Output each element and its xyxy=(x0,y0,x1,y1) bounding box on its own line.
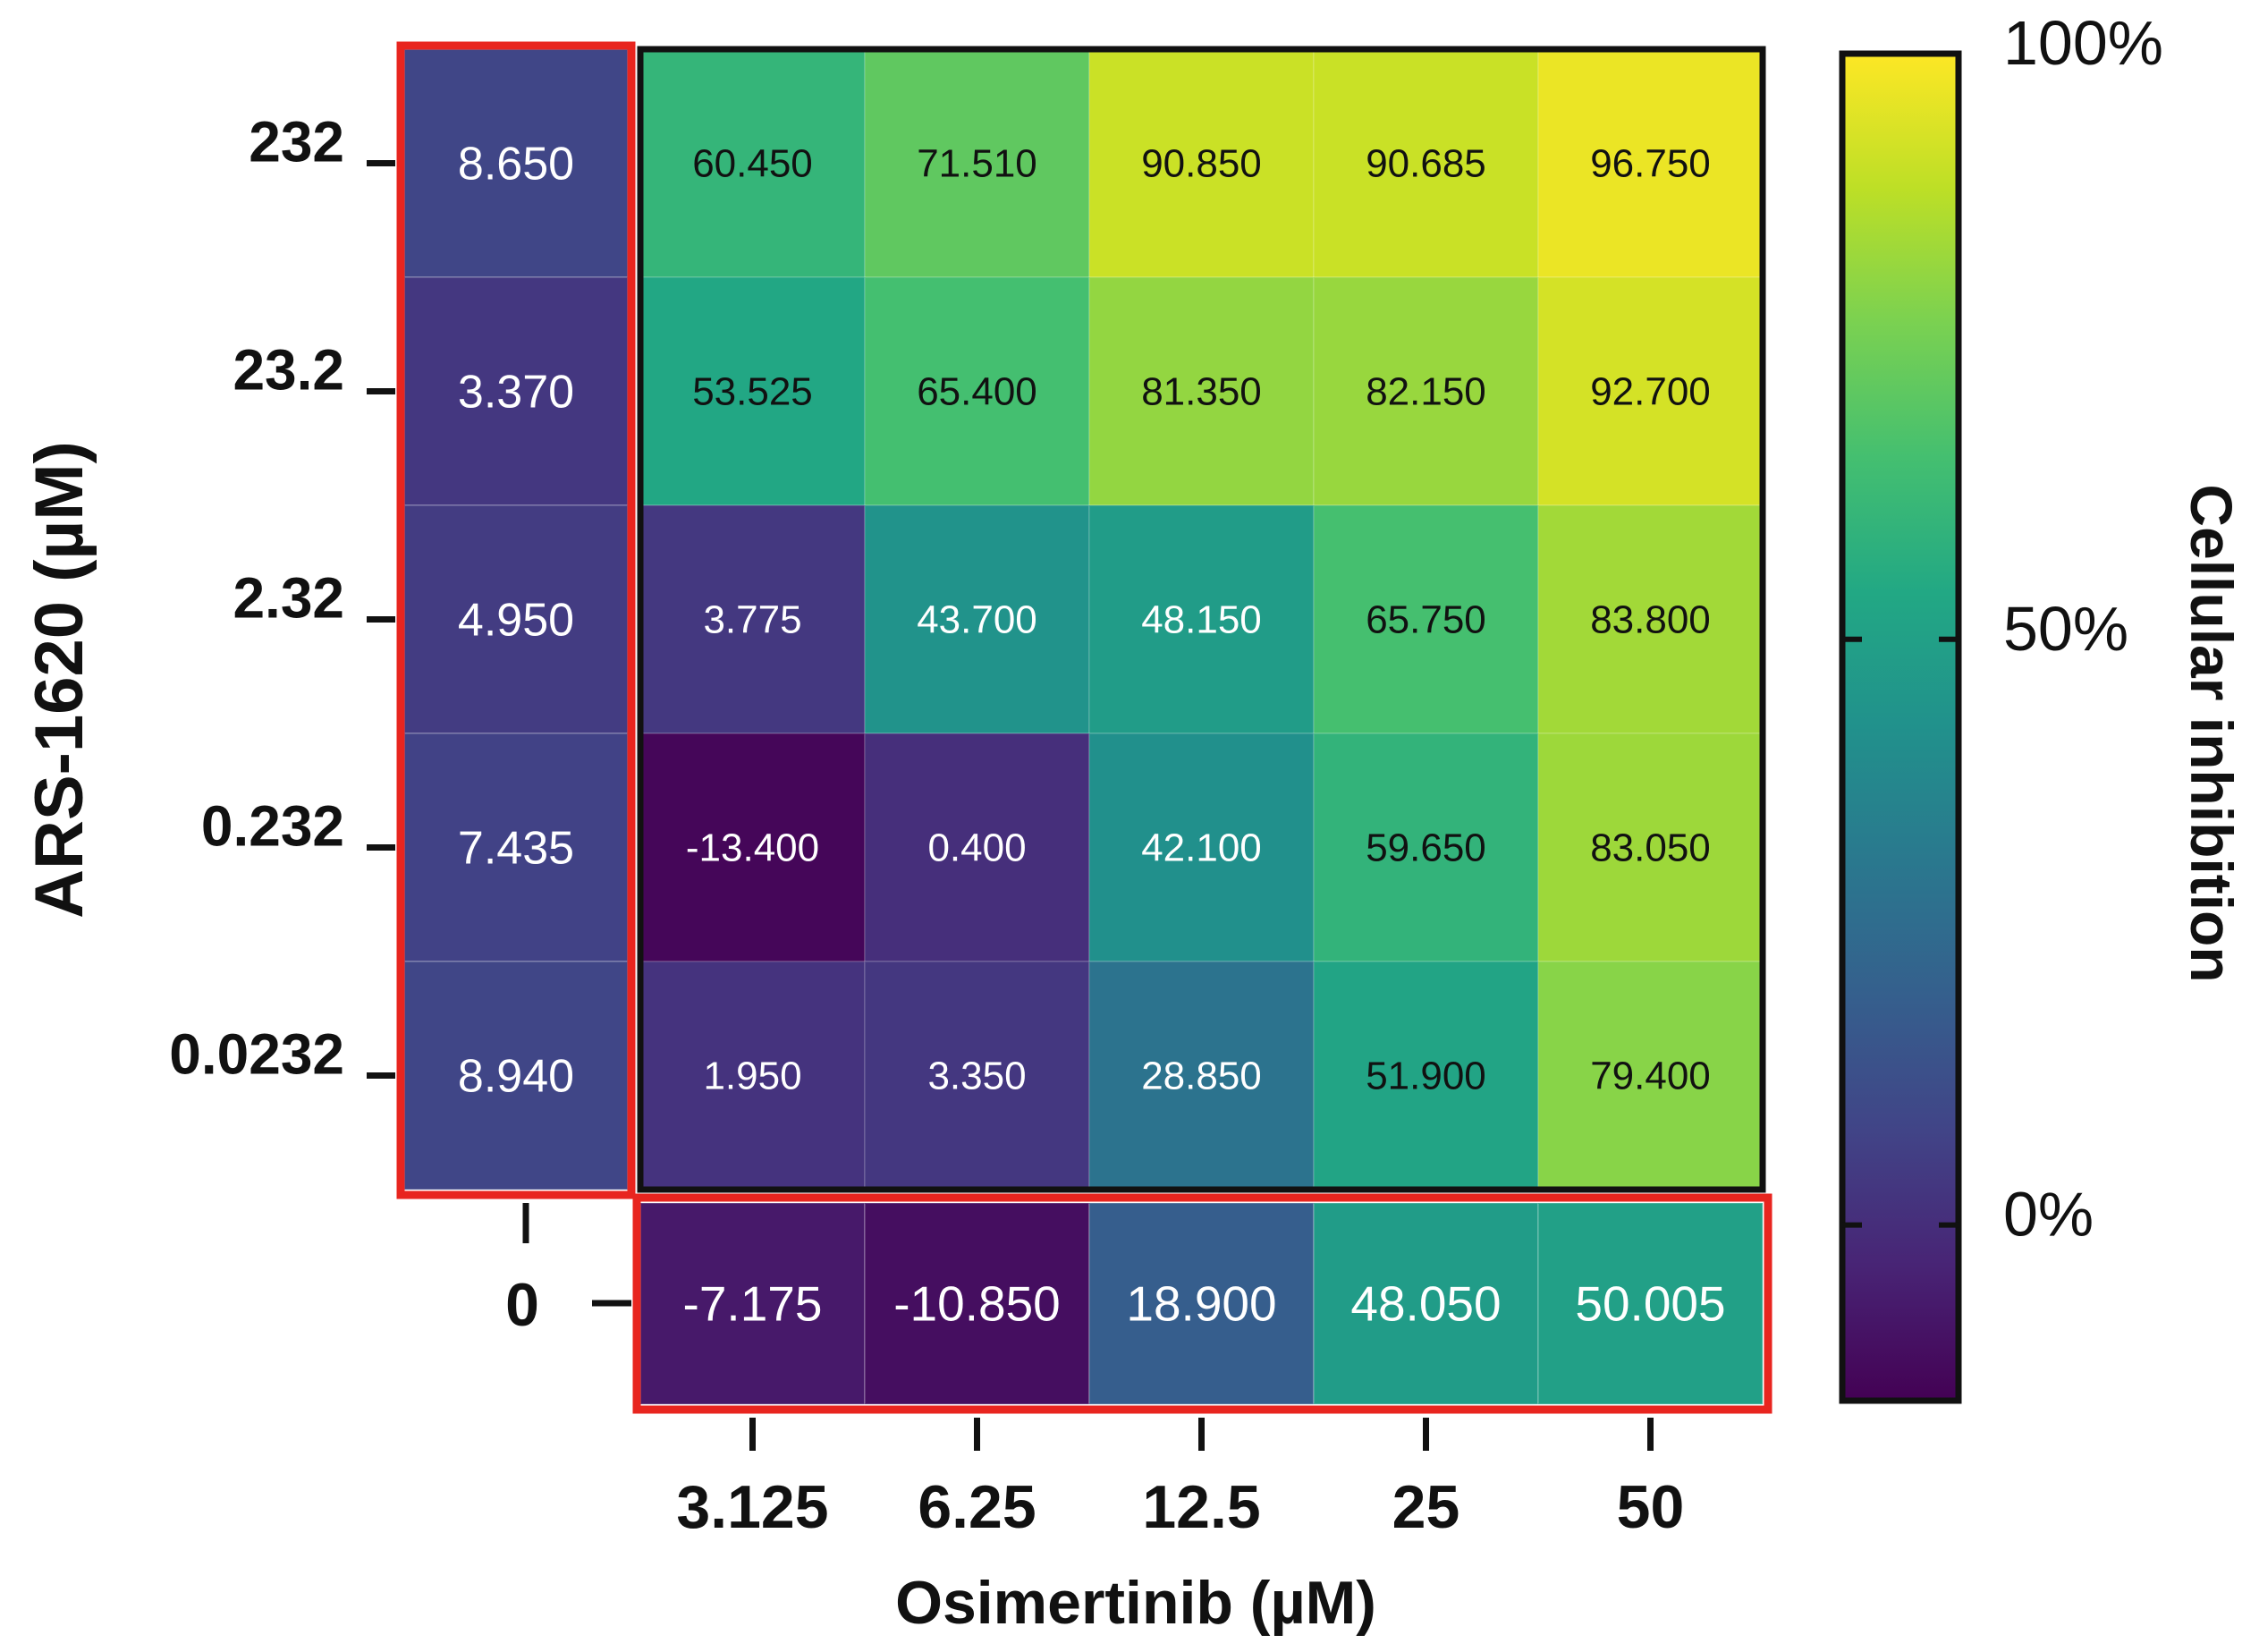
heatmap-cell xyxy=(639,276,866,506)
heatmap-cell xyxy=(1088,961,1315,1190)
cell-value-label: -7.175 xyxy=(683,1276,823,1332)
cell-value-label: 8.940 xyxy=(458,1051,574,1103)
ars1620-alone-cells: 8.650 3.370 4.950 7.435 8.940 xyxy=(403,48,629,1190)
cell-value-label: 83.050 xyxy=(1590,826,1711,870)
cell-value-label: -10.850 xyxy=(893,1276,1061,1332)
cell-value-label: 65.400 xyxy=(917,370,1037,414)
heatmap-cell xyxy=(1313,733,1539,962)
ars1620-alone-cell xyxy=(403,504,629,734)
heatmap-cell xyxy=(1537,961,1764,1190)
x-tick-label: 25 xyxy=(1392,1473,1460,1541)
heatmap-cell xyxy=(1088,276,1315,506)
main-grid-cells: 60.450 71.510 90.850 90.685 96.750 53.525 65.4… xyxy=(639,48,1764,1190)
x-tick-label: 6.25 xyxy=(918,1473,1036,1541)
colorbar-tick-label: 50% xyxy=(2003,594,2128,664)
y-tick-label: 0.0232 xyxy=(169,1022,344,1087)
cell-value-label: 48.150 xyxy=(1141,598,1262,642)
heatmap-cell xyxy=(864,48,1090,278)
osimertinib-alone-cell xyxy=(1313,1202,1539,1405)
ars1620-highlight-box xyxy=(396,41,636,1199)
heatmap-cell xyxy=(1537,48,1764,278)
cell-value-label: 92.700 xyxy=(1590,370,1711,414)
ars1620-alone-cell xyxy=(403,733,629,962)
cell-value-label: -13.400 xyxy=(686,826,819,870)
cell-value-label: 96.750 xyxy=(1590,142,1711,186)
y-axis-ticks: 232 23.2 2.32 0.232 0.0232 0 xyxy=(169,110,631,1339)
cell-value-label: 90.850 xyxy=(1141,142,1262,186)
x-tick-label: 3.125 xyxy=(676,1473,828,1541)
cell-value-label: 3.775 xyxy=(703,598,801,642)
cell-value-label: 43.700 xyxy=(917,598,1037,642)
cell-value-label: 28.850 xyxy=(1141,1055,1262,1098)
cell-value-label: 51.900 xyxy=(1366,1055,1486,1098)
colorbar-tick-label: 0% xyxy=(2003,1180,2094,1250)
cell-value-label: 71.510 xyxy=(917,142,1037,186)
heatmap-cell xyxy=(864,961,1090,1190)
x-tick-label: 12.5 xyxy=(1142,1473,1260,1541)
cell-value-label: 83.800 xyxy=(1590,598,1711,642)
cell-value-label: 59.650 xyxy=(1366,826,1486,870)
cell-value-label: 90.685 xyxy=(1366,142,1486,186)
y-tick-label: 232 xyxy=(249,110,344,174)
heatmap-cell xyxy=(1537,733,1764,962)
heatmap-cell xyxy=(1088,733,1315,962)
y-tick-label: 0.232 xyxy=(201,794,344,859)
cell-value-label: 48.050 xyxy=(1350,1276,1501,1332)
cell-value-label: 50.005 xyxy=(1575,1276,1725,1332)
cell-value-label: 4.950 xyxy=(458,595,574,647)
colorbar-tick-label: 100% xyxy=(2003,8,2163,78)
zero-tick-label: 0 xyxy=(505,1271,539,1339)
colorbar-title: Cellular inhibition xyxy=(2179,484,2245,982)
y-tick-label: 23.2 xyxy=(233,338,344,402)
cell-value-label: 8.650 xyxy=(458,139,574,191)
osimertinib-highlight-box xyxy=(632,1193,1773,1414)
x-axis-ticks: 3.125 6.25 12.5 25 50 xyxy=(676,1418,1684,1541)
cell-value-label: 42.100 xyxy=(1141,826,1262,870)
frames xyxy=(396,41,1773,1414)
cell-value-label: 18.900 xyxy=(1126,1276,1276,1332)
cell-value-label: 0.400 xyxy=(927,826,1026,870)
heatmap-cell xyxy=(639,48,866,278)
cell-value-label: 65.750 xyxy=(1366,598,1486,642)
cell-value-label: 3.350 xyxy=(927,1055,1026,1098)
x-tick-label: 50 xyxy=(1617,1473,1685,1541)
cell-value-label: 3.370 xyxy=(458,367,574,419)
heatmap-cell xyxy=(1313,504,1539,734)
heatmap-cell xyxy=(1537,276,1764,506)
osimertinib-alone-cells: -7.175 -10.850 18.900 48.050 50.005 xyxy=(639,1202,1764,1405)
cell-value-label: 1.950 xyxy=(703,1055,801,1098)
osimertinib-alone-cell xyxy=(1537,1202,1764,1405)
cell-value-label: 60.450 xyxy=(692,142,813,186)
heatmap-cell xyxy=(1088,504,1315,734)
heatmap-cell xyxy=(864,733,1090,962)
cell-value-label: 82.150 xyxy=(1366,370,1486,414)
heatmap-cell xyxy=(1313,48,1539,278)
x-axis-title: Osimertinib (µM) xyxy=(895,1569,1376,1637)
colorbar-gradient xyxy=(1839,50,1962,1404)
ars1620-alone-cell xyxy=(403,276,629,506)
heatmap-cell xyxy=(639,961,866,1190)
cell-value-label: 79.400 xyxy=(1590,1055,1711,1098)
colorbar: 100% 50% 0% xyxy=(1839,8,2163,1404)
cell-value-label: 7.435 xyxy=(458,823,574,875)
y-axis-title: ARS-1620 (µM) xyxy=(21,441,97,919)
main-grid-frame xyxy=(637,46,1766,1193)
osimertinib-alone-cell xyxy=(639,1202,866,1405)
cell-value-label: 81.350 xyxy=(1141,370,1262,414)
y-tick-label: 2.32 xyxy=(233,566,344,631)
heatmap-cell xyxy=(1537,504,1764,734)
heatmap-cell xyxy=(864,504,1090,734)
cell-value-label: 53.525 xyxy=(692,370,813,414)
